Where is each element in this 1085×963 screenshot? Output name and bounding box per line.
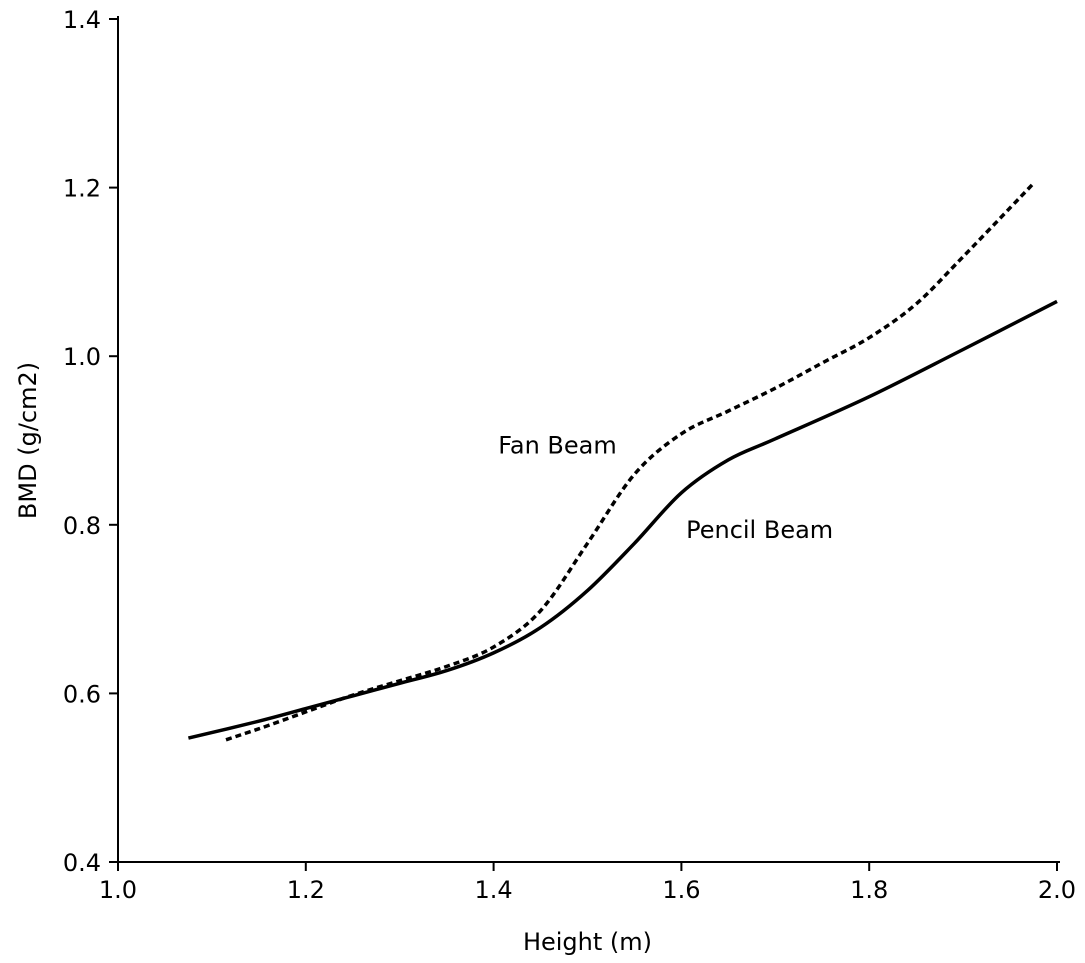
x-tick-label: 1.0 [99, 876, 137, 904]
x-tick-label: 2.0 [1038, 876, 1076, 904]
y-tick-label: 0.8 [63, 512, 101, 540]
y-tick-label: 0.6 [63, 680, 101, 708]
pencil-beam-label: Pencil Beam [686, 516, 833, 544]
x-tick-label: 1.8 [850, 876, 888, 904]
y-tick-label: 1.2 [63, 175, 101, 203]
x-axis-title: Height (m) [523, 928, 652, 956]
axes [117, 16, 1060, 863]
pencil-beam-line [187, 299, 1058, 740]
series-layer [187, 182, 1058, 742]
y-tick-label: 1.4 [63, 6, 101, 34]
x-tick-label: 1.6 [662, 876, 700, 904]
x-tick-label: 1.2 [287, 876, 325, 904]
x-ticks: 1.0 1.2 1.4 1.6 1.8 2.0 [99, 862, 1076, 904]
y-axis-title: BMD (g/cm2) [14, 362, 42, 519]
y-tick-label: 1.0 [63, 343, 101, 371]
fan-beam-label: Fan Beam [498, 432, 616, 460]
fan-beam-line [225, 182, 1035, 742]
y-ticks: 0.4 0.6 0.8 1.0 1.2 1.4 [63, 6, 118, 877]
y-tick-label: 0.4 [63, 849, 101, 877]
annotation-layer: Fan Beam Pencil Beam [498, 432, 833, 544]
x-tick-label: 1.4 [475, 876, 513, 904]
